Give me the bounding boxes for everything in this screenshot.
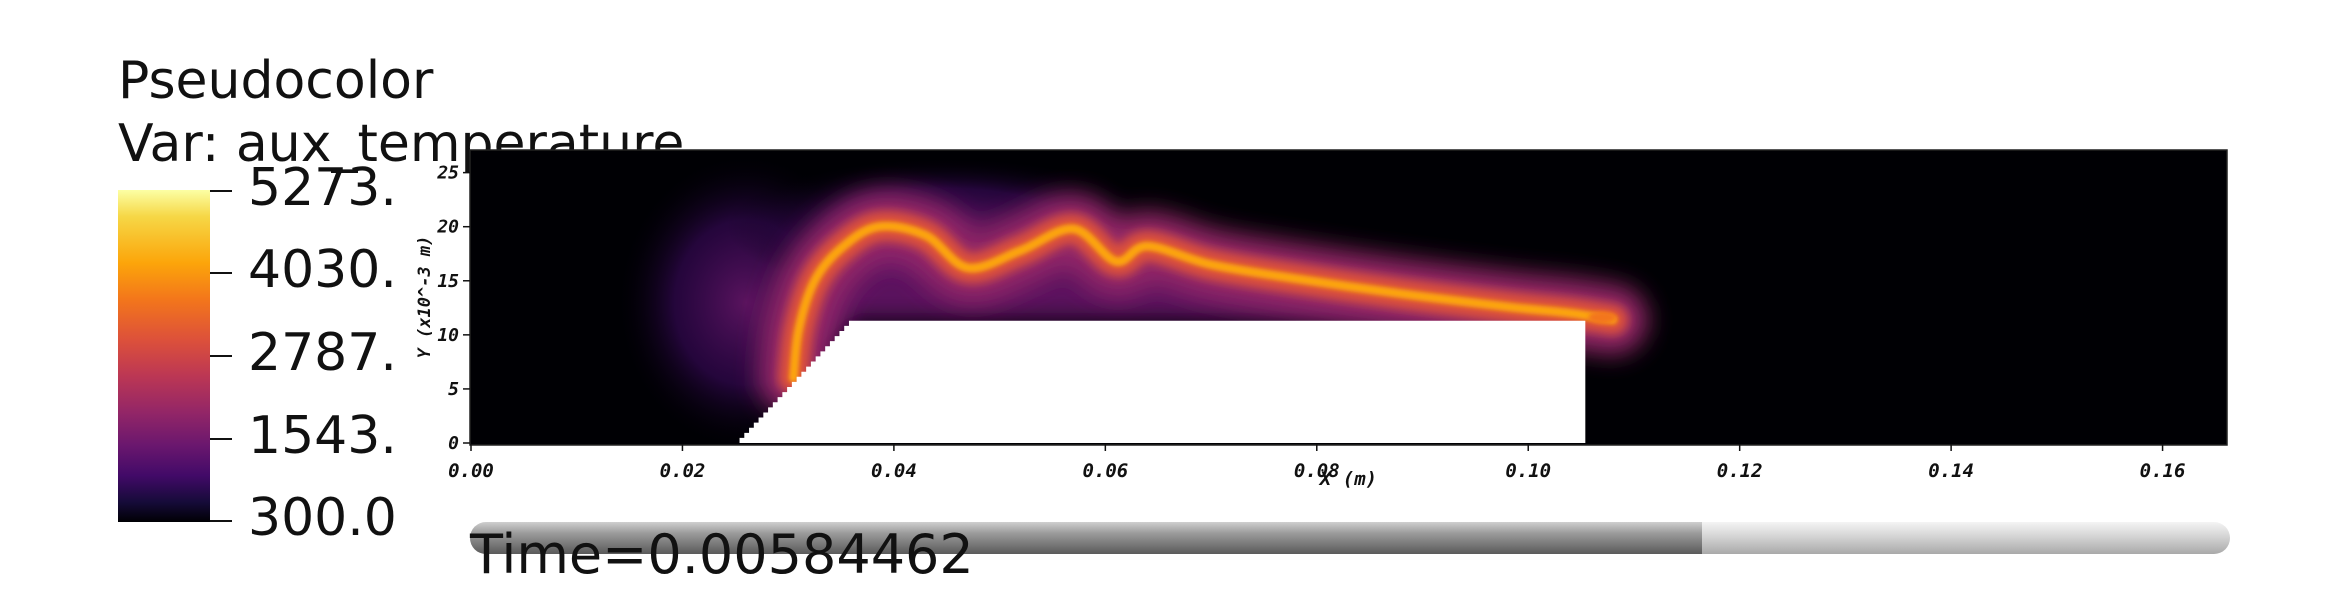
y-tick-label: 20 <box>436 217 459 238</box>
flame-tip <box>1588 311 1617 324</box>
time-label: Time=0.00584462 <box>470 523 974 586</box>
colorbar-label: 2787. <box>248 323 397 383</box>
colorbar-label-max: 5273. <box>248 158 397 218</box>
x-tick-label: 0.06 <box>1082 460 1128 482</box>
obstacle <box>739 320 1586 443</box>
x-tick-label: 0.16 <box>2140 460 2186 482</box>
time-slider-fill <box>470 522 1702 554</box>
colorbar-tick <box>210 438 232 440</box>
legend-title: Pseudocolor <box>118 51 434 111</box>
x-tick-label: 0.10 <box>1505 460 1551 482</box>
x-tick-label: 0.04 <box>871 460 917 482</box>
x-axis: 0.00 0.02 0.04 0.06 0.08 0.10 0.12 0.14 0.16 <box>448 444 2185 482</box>
x-tick-label: 0.08 <box>1294 460 1340 482</box>
flame-front <box>788 221 1618 383</box>
x-tick-label: 0.00 <box>448 460 494 482</box>
colorbar <box>118 190 210 522</box>
time-slider <box>470 522 2230 554</box>
y-tick-label: 10 <box>437 325 459 346</box>
x-tick-label: 0.14 <box>1928 460 1974 482</box>
y-tick-label: 25 <box>436 163 459 184</box>
x-tick-label: 0.12 <box>1717 460 1763 482</box>
y-tick-label: 15 <box>437 271 459 292</box>
y-tick-label: 5 <box>448 379 459 400</box>
y-axis-label: Y (x10^-3 m) <box>415 236 435 359</box>
colorbar-tick <box>210 190 232 192</box>
colorbar-label: 1543. <box>248 406 397 466</box>
y-tick-label: 0 <box>448 433 459 454</box>
x-axis-label: X (m) <box>1318 468 1377 490</box>
plot-frame <box>469 149 2228 446</box>
x-tick-label: 0.02 <box>660 460 706 482</box>
colorbar-tick <box>210 272 232 274</box>
colorbar-tick <box>210 355 232 357</box>
colorbar-label: 4030. <box>248 240 397 300</box>
colorbar-tick <box>210 520 232 522</box>
colorbar-label-min: 300.0 <box>248 488 397 548</box>
y-axis: 0 5 10 15 20 25 <box>436 163 470 454</box>
